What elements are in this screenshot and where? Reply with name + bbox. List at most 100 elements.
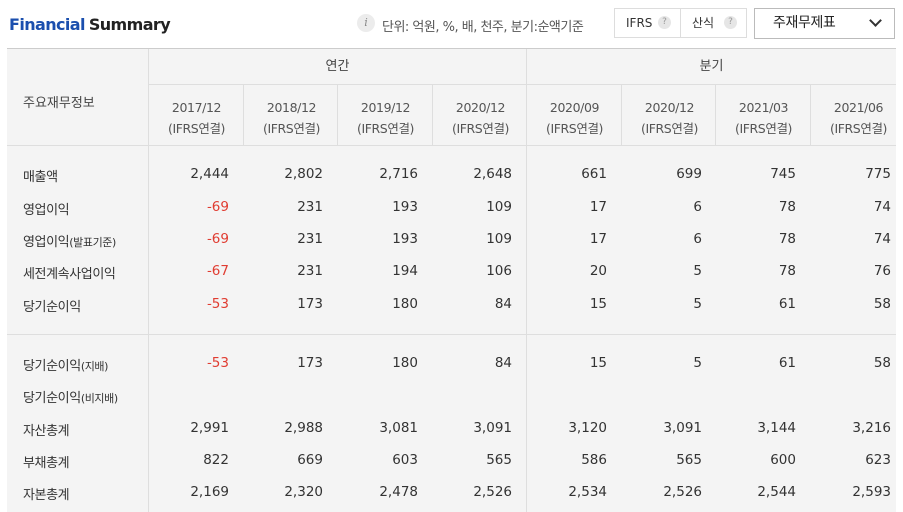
table-cell: 3,081 [379, 420, 418, 436]
row-label-suffix: (지배) [80, 360, 109, 373]
table-cell: 61 [778, 296, 796, 312]
column-basis: (IFRS연결) [640, 121, 699, 136]
table-cell: 74 [873, 231, 891, 247]
table-cell: 2,991 [190, 420, 229, 436]
divider [810, 85, 811, 145]
row-label: 매출액 [23, 166, 58, 185]
row-label-text: 당기순이익 [23, 391, 81, 406]
table-cell: -69 [206, 231, 229, 247]
row-label-text: 영업이익 [23, 235, 70, 250]
table-cell: 565 [676, 452, 702, 468]
table-cell: 2,478 [379, 484, 418, 500]
table-cell: 78 [778, 199, 796, 215]
table-cell: 173 [297, 355, 323, 371]
column-basis: (IFRS연결) [262, 121, 321, 136]
column-basis: (IFRS연결) [545, 121, 604, 136]
table-cell: 3,091 [473, 420, 512, 436]
table-cell: 2,444 [190, 166, 229, 182]
divider [149, 84, 896, 85]
statement-type-select[interactable]: 주재무제표 [754, 8, 895, 39]
statement-type-value: 주재무제표 [773, 15, 836, 31]
column-header: 2017/12 (IFRS연결) [149, 97, 244, 139]
table-cell: 2,526 [473, 484, 512, 500]
table-cell: 231 [297, 231, 323, 247]
ifrs-label: IFRS [626, 16, 653, 30]
unit-text: 단위: 억원, %, 배, 천주, 분기:순액기준 [382, 20, 584, 35]
divider [7, 145, 896, 146]
table-cell: 84 [494, 296, 512, 312]
column-header: 2020/09 (IFRS연결) [527, 97, 622, 139]
table-cell: 3,120 [568, 420, 607, 436]
column-header: 2018/12 (IFRS연결) [244, 97, 339, 139]
table-cell: 586 [581, 452, 607, 468]
table-cell: 109 [486, 231, 512, 247]
ifrs-toggle-button[interactable]: IFRS ? [614, 8, 681, 38]
formula-toggle-button[interactable]: 산식 ? [680, 8, 747, 38]
column-period: 2018/12 [266, 100, 317, 115]
row-label-suffix: (발표기준) [69, 236, 116, 249]
row-label-text: 세전계속사업이익 [23, 267, 116, 282]
row-label-text: 매출액 [23, 170, 58, 185]
column-basis: (IFRS연결) [734, 121, 793, 136]
table-cell: -69 [206, 199, 229, 215]
table-cell: 193 [392, 231, 418, 247]
table-cell: 76 [873, 263, 891, 279]
table-cell: 699 [676, 166, 702, 182]
table-cell: 822 [203, 452, 229, 468]
column-header: 2019/12 (IFRS연결) [338, 97, 433, 139]
row-label-text: 부채총계 [23, 456, 70, 471]
column-period: 2017/12 [171, 100, 222, 115]
divider [621, 85, 622, 145]
formula-help-icon[interactable]: ? [724, 16, 737, 29]
table-cell: 180 [392, 296, 418, 312]
column-period: 2021/03 [738, 100, 789, 115]
table-cell: 2,169 [190, 484, 229, 500]
financial-summary-table: 연간 분기 주요재무정보 2017/12 (IFRS연결) 2018/12 (IFRS… [7, 48, 896, 512]
table-cell: 74 [873, 199, 891, 215]
section-title: Financial Summary [9, 15, 171, 34]
row-label-text: 당기순이익 [23, 300, 81, 315]
column-basis: (IFRS연결) [451, 121, 510, 136]
table-cell: 173 [297, 296, 323, 312]
column-header: 2021/03 (IFRS연결) [716, 97, 811, 139]
table-cell: 603 [392, 452, 418, 468]
table-cell: 2,648 [473, 166, 512, 182]
table-cell: 109 [486, 199, 512, 215]
table-cell: 669 [297, 452, 323, 468]
table-cell: 775 [865, 166, 891, 182]
table-cell: 78 [778, 263, 796, 279]
table-cell: 15 [589, 355, 607, 371]
table-cell: 78 [778, 231, 796, 247]
table-cell: 2,802 [284, 166, 323, 182]
column-header: 2020/12 (IFRS연결) [433, 97, 528, 139]
table-cell: 6 [693, 231, 702, 247]
column-period: 2021/06 [833, 100, 884, 115]
row-label: 당기순이익 [23, 296, 81, 315]
row-label: 당기순이익(지배) [23, 355, 108, 374]
column-basis: (IFRS연결) [356, 121, 415, 136]
table-cell: 661 [581, 166, 607, 182]
table-cell: -53 [206, 355, 229, 371]
row-label: 부채총계 [23, 452, 70, 471]
table-cell: 2,988 [284, 420, 323, 436]
ifrs-help-icon[interactable]: ? [658, 16, 671, 29]
table-cell: 2,534 [568, 484, 607, 500]
row-label-text: 자본총계 [23, 488, 70, 503]
quarter-group-header: 분기 [699, 59, 724, 74]
table-cell: 6 [693, 199, 702, 215]
table-cell: 231 [297, 199, 323, 215]
divider [148, 49, 149, 512]
table-cell: 58 [873, 355, 891, 371]
row-label-text: 당기순이익 [23, 359, 81, 374]
chevron-down-icon [869, 14, 882, 27]
divider [7, 334, 896, 335]
column-period: 2019/12 [360, 100, 411, 115]
row-label-text: 영업이익 [23, 203, 70, 218]
table-cell: 180 [392, 355, 418, 371]
table-cell: 600 [770, 452, 796, 468]
table-cell: 84 [494, 355, 512, 371]
row-label-suffix: (비지배) [80, 392, 118, 405]
table-cell: 17 [589, 231, 607, 247]
row-label: 영업이익 [23, 199, 70, 218]
info-icon[interactable]: i [357, 14, 375, 32]
